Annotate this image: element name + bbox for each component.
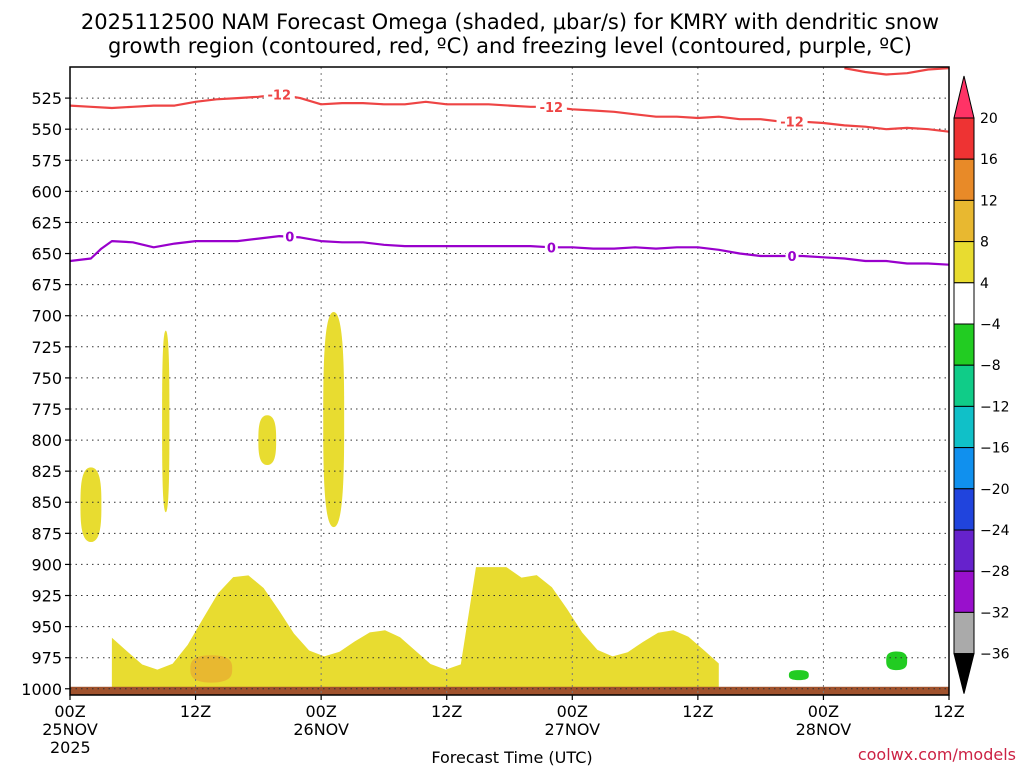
- omega-region: [788, 670, 809, 681]
- contour-label: 0: [547, 241, 556, 256]
- contour-label-bg: [776, 113, 808, 129]
- y-tick-label: 650: [31, 245, 62, 264]
- x-tick-label: 12Z: [431, 702, 462, 721]
- ground-strip: [70, 686, 949, 695]
- y-tick-label: 825: [31, 462, 62, 481]
- y-tick-label: 925: [31, 587, 62, 606]
- y-tick-label: 600: [31, 182, 62, 201]
- colorbar-swatch: [953, 405, 975, 449]
- colorbar-swatch: [953, 529, 975, 572]
- contour-label: -12: [540, 101, 564, 116]
- x-tick-label: 12Z: [682, 702, 713, 721]
- omega-region: [80, 467, 102, 543]
- colorbar-label: −28: [980, 564, 1010, 580]
- chart-title-line1: 2025112500 NAM Forecast Omega (shaded, μ…: [81, 10, 939, 34]
- omega-region: [111, 567, 719, 689]
- colorbar-swatch: [953, 570, 975, 613]
- contour-label-bg: [785, 248, 799, 264]
- contour-line: [844, 67, 950, 76]
- contour-label: -12: [780, 116, 804, 131]
- colorbar-label: 16: [980, 152, 998, 168]
- colorbar-label: −4: [980, 317, 1001, 333]
- colorbar-swatch: [953, 323, 975, 366]
- y-tick-label: 975: [31, 649, 62, 668]
- colorbar-swatch: [953, 158, 975, 201]
- x-tick-date-label: 27NOV: [544, 720, 600, 739]
- x-tick-label: 12Z: [933, 702, 964, 721]
- contour-label-bg: [263, 86, 295, 102]
- colorbar-label: 20: [980, 111, 998, 127]
- contour-label: 0: [788, 250, 797, 265]
- y-tick-label: 700: [31, 307, 62, 326]
- y-tick-label: 575: [31, 151, 62, 170]
- y-tick-label: 1000: [21, 680, 62, 699]
- contour-label: -12: [268, 88, 292, 103]
- colorbar-top-arrow: [953, 75, 975, 119]
- chart-title-line2: growth region (contoured, red, ºC) and f…: [108, 34, 912, 58]
- y-tick-label: 950: [31, 618, 62, 637]
- colorbar-legend: 20 16 12 8 4 −4 −8 −12 −16 −20 −24 −28 −32 −36: [953, 75, 1010, 694]
- colorbar-swatch: [953, 282, 975, 325]
- colorbar-label: −24: [980, 523, 1010, 539]
- credit-text: coolwx.com/models: [858, 745, 1016, 764]
- y-tick-label: 625: [31, 213, 62, 232]
- x-tick-date-label: 28NOV: [796, 720, 852, 739]
- y-tick-label: 675: [31, 276, 62, 295]
- y-tick-label: 875: [31, 524, 62, 543]
- colorbar-label: −16: [980, 441, 1010, 457]
- colorbar-label: 4: [980, 276, 989, 292]
- colorbar-swatch: [953, 447, 975, 490]
- x-tick-label: 00Z: [305, 702, 336, 721]
- colorbar-label: 12: [980, 193, 998, 209]
- y-tick-label: 550: [31, 120, 62, 139]
- x-tick-date-label: 26NOV: [293, 720, 349, 739]
- x-tick-year-label: 2025: [50, 738, 91, 757]
- y-tick-label: 800: [31, 431, 62, 450]
- contour-label-bg: [544, 239, 558, 255]
- x-tick-label: 12Z: [180, 702, 211, 721]
- colorbar-swatch: [953, 364, 975, 407]
- y-tick-label: 775: [31, 400, 62, 419]
- omega-region: [258, 415, 277, 465]
- colorbar-label: −8: [980, 358, 1001, 374]
- plot-frame: [69, 66, 950, 696]
- colorbar-label: −20: [980, 482, 1010, 498]
- contour-label: 0: [285, 231, 294, 246]
- omega-region: [190, 655, 233, 683]
- x-tick-label: 00Z: [557, 702, 588, 721]
- omega-region: [886, 651, 908, 671]
- colorbar-label: −32: [980, 605, 1010, 621]
- x-tick-label: 00Z: [54, 702, 85, 721]
- y-tick-label: 900: [31, 555, 62, 574]
- y-tick-label: 725: [31, 338, 62, 357]
- colorbar-swatch: [953, 117, 975, 160]
- contour-label-bg: [535, 98, 567, 114]
- omega-region: [323, 311, 345, 528]
- x-tick-label: 00Z: [808, 702, 839, 721]
- colorbar-label: 8: [980, 235, 989, 251]
- colorbar-label: −36: [980, 647, 1010, 663]
- colorbar-swatch: [953, 611, 975, 655]
- plot-area: -12 -12 -12 0 0 0 525 550 575 600 625 650 675 700 725 7…: [21, 66, 965, 757]
- contour-line: [69, 235, 950, 266]
- y-tick-label: 525: [31, 89, 62, 108]
- omega-region: [162, 330, 170, 513]
- x-axis-label: Forecast Time (UTC): [431, 748, 592, 767]
- colorbar-swatch: [953, 488, 975, 531]
- colorbar-swatch: [953, 241, 975, 284]
- colorbar-label: −12: [980, 399, 1010, 415]
- contour-label-bg: [283, 228, 297, 244]
- colorbar-bottom-arrow: [953, 653, 975, 694]
- contour-line: [69, 93, 950, 133]
- y-tick-label: 750: [31, 369, 62, 388]
- colorbar-swatch: [953, 199, 975, 243]
- x-tick-date-label: 25NOV: [42, 720, 98, 739]
- y-tick-label: 850: [31, 493, 62, 512]
